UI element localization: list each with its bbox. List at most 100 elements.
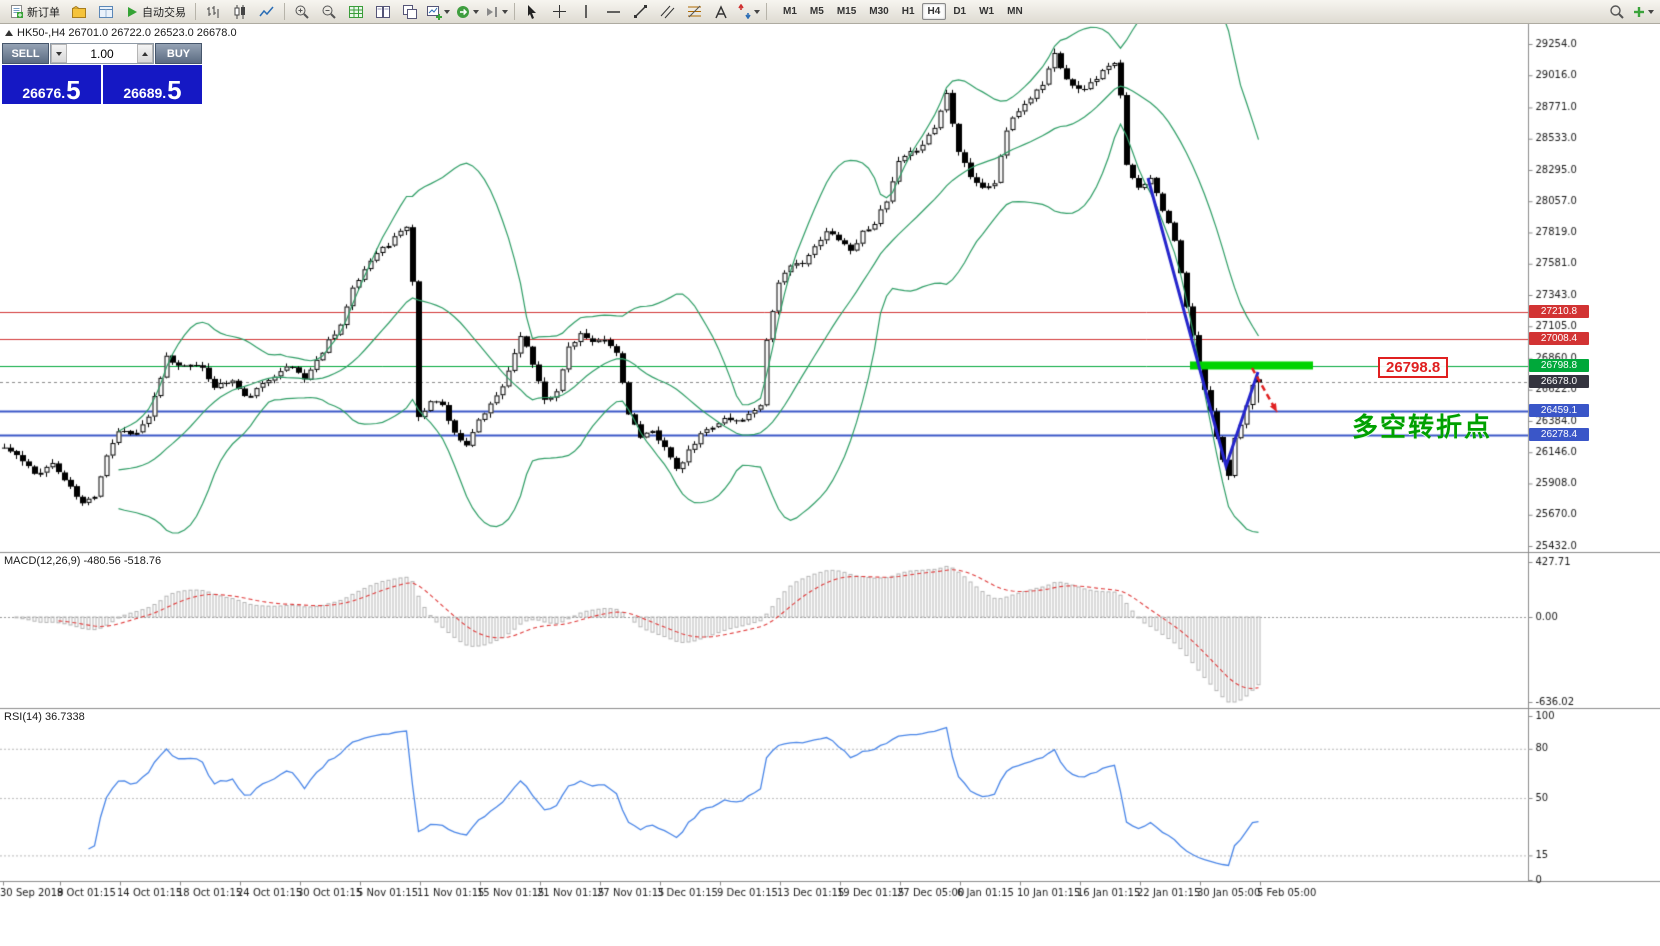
chart-ohlc-header: HK50-,H4 26701.0 26722.0 26523.0 26678.0 bbox=[5, 27, 237, 39]
toolbar-right-group bbox=[1604, 2, 1656, 22]
buy-price[interactable]: 26689. 5 bbox=[103, 65, 202, 104]
buy-button[interactable]: BUY bbox=[155, 43, 202, 64]
channel-icon bbox=[660, 4, 675, 19]
trendline-icon bbox=[633, 4, 648, 19]
support-price-tag[interactable]: 26798.8 bbox=[1378, 357, 1449, 378]
timeframe-H1[interactable]: H1 bbox=[901, 6, 915, 17]
zoom-out-icon bbox=[321, 4, 337, 20]
volume-down-button[interactable] bbox=[51, 44, 67, 63]
profiles-icon bbox=[71, 4, 87, 20]
line-chart-icon bbox=[259, 4, 275, 20]
timeframe-MN[interactable]: MN bbox=[1007, 6, 1023, 17]
bar-chart-icon bbox=[205, 4, 221, 20]
crosshair-tool-button[interactable] bbox=[546, 2, 572, 22]
add-icon bbox=[1632, 5, 1646, 19]
dropdown-caret-icon bbox=[473, 9, 479, 14]
volume-up-button[interactable] bbox=[137, 44, 153, 63]
dropdown-caret-icon bbox=[444, 9, 450, 14]
one-click-collapse-icon[interactable] bbox=[5, 30, 13, 36]
new-order-label: 新订单 bbox=[27, 6, 60, 19]
chevron-down-icon bbox=[56, 51, 62, 56]
vertical-line-tool-button[interactable] bbox=[573, 2, 599, 22]
timeframe-D1[interactable]: D1 bbox=[953, 6, 967, 17]
buy-price-main: 26689. bbox=[123, 84, 167, 101]
auto-trading-label: 自动交易 bbox=[142, 6, 186, 19]
candlestick-chart-icon bbox=[232, 4, 248, 20]
toolbar: 新订单 自动交易 bbox=[0, 0, 1660, 24]
candlestick-chart-button[interactable] bbox=[227, 2, 253, 22]
horizontal-line-tool-button[interactable] bbox=[600, 2, 626, 22]
auto-trading-button[interactable]: 自动交易 bbox=[120, 2, 191, 22]
bar-chart-button[interactable] bbox=[200, 2, 226, 22]
crosshair-icon bbox=[552, 4, 567, 19]
price-badge: 26678.0 bbox=[1529, 375, 1589, 389]
cursor-tool-button[interactable] bbox=[519, 2, 545, 22]
timeframe-H4[interactable]: H4 bbox=[921, 3, 947, 20]
search-button[interactable] bbox=[1604, 2, 1630, 22]
grid-icon bbox=[348, 4, 364, 20]
auto-scroll-icon bbox=[455, 4, 471, 20]
text-tool-icon bbox=[714, 4, 728, 19]
timeframe-M1[interactable]: M1 bbox=[783, 6, 797, 17]
toolbar-separator bbox=[514, 3, 515, 20]
price-chart-canvas[interactable] bbox=[0, 24, 1660, 946]
tile-windows-button[interactable] bbox=[370, 2, 396, 22]
chart-shift-button[interactable] bbox=[482, 2, 510, 22]
price-badge: 26278.4 bbox=[1529, 427, 1589, 441]
one-click-trading-panel: SELL BUY 26676. 5 26689. 5 bbox=[2, 43, 202, 104]
macd-indicator-label: MACD(12,26,9) -480.56 -518.76 bbox=[4, 555, 162, 567]
dropdown-caret-icon bbox=[1648, 9, 1654, 14]
horizontal-line-icon bbox=[606, 6, 621, 18]
buy-price-big-digit: 5 bbox=[167, 75, 182, 106]
zoom-in-button[interactable] bbox=[289, 2, 315, 22]
chart-window-body: HK50-,H4 26701.0 26722.0 26523.0 26678.0… bbox=[0, 24, 1660, 946]
volume-box bbox=[50, 43, 154, 64]
new-chart-button[interactable] bbox=[424, 2, 452, 22]
arrows-tool-icon bbox=[737, 4, 752, 19]
timeframe-M5[interactable]: M5 bbox=[809, 6, 824, 17]
dropdown-caret-icon bbox=[502, 9, 508, 14]
turning-point-annotation: 多空转折点 bbox=[1352, 412, 1493, 442]
vertical-line-icon bbox=[580, 4, 592, 19]
arrows-tool-button[interactable] bbox=[735, 2, 762, 22]
new-chart-icon bbox=[426, 4, 442, 20]
cascade-windows-button[interactable] bbox=[397, 2, 423, 22]
data-window-button[interactable] bbox=[93, 2, 119, 22]
price-badge: 26459.1 bbox=[1529, 404, 1589, 418]
timeframe-M15[interactable]: M15 bbox=[836, 6, 857, 17]
grid-button[interactable] bbox=[343, 2, 369, 22]
price-badge: 27008.4 bbox=[1529, 331, 1589, 345]
sell-price[interactable]: 26676. 5 bbox=[2, 65, 101, 104]
fibonacci-tool-button[interactable] bbox=[681, 2, 707, 22]
line-chart-button[interactable] bbox=[254, 2, 280, 22]
auto-scroll-button[interactable] bbox=[453, 2, 481, 22]
timeframe-M30[interactable]: M30 bbox=[869, 6, 889, 17]
timeframe-W1[interactable]: W1 bbox=[979, 6, 995, 17]
cascade-windows-icon bbox=[402, 4, 418, 20]
search-icon bbox=[1609, 4, 1625, 20]
trendline-tool-button[interactable] bbox=[627, 2, 653, 22]
dropdown-caret-icon bbox=[754, 9, 760, 14]
sell-price-main: 26676. bbox=[22, 84, 66, 101]
toolbar-separator bbox=[284, 3, 285, 20]
price-badge: 27210.8 bbox=[1529, 305, 1589, 319]
profiles-button[interactable] bbox=[66, 2, 92, 22]
add-button[interactable] bbox=[1630, 2, 1656, 22]
channel-tool-button[interactable] bbox=[654, 2, 680, 22]
chevron-up-icon bbox=[142, 51, 148, 56]
price-badge: 26798.8 bbox=[1529, 359, 1589, 373]
text-tool-button[interactable] bbox=[708, 2, 734, 22]
rsi-indicator-label: RSI(14) 36.7338 bbox=[4, 711, 85, 723]
symbol-ohlc-text: HK50-,H4 26701.0 26722.0 26523.0 26678.0 bbox=[17, 27, 237, 39]
toolbar-separator bbox=[195, 3, 196, 20]
data-window-icon bbox=[98, 4, 114, 20]
volume-input[interactable] bbox=[67, 44, 137, 63]
tile-windows-icon bbox=[375, 4, 391, 20]
chart-shift-icon bbox=[484, 4, 500, 20]
new-order-icon bbox=[9, 4, 24, 19]
sell-button[interactable]: SELL bbox=[2, 43, 49, 64]
zoom-out-button[interactable] bbox=[316, 2, 342, 22]
new-order-button[interactable]: 新订单 bbox=[4, 2, 65, 22]
fibonacci-icon bbox=[687, 4, 702, 19]
